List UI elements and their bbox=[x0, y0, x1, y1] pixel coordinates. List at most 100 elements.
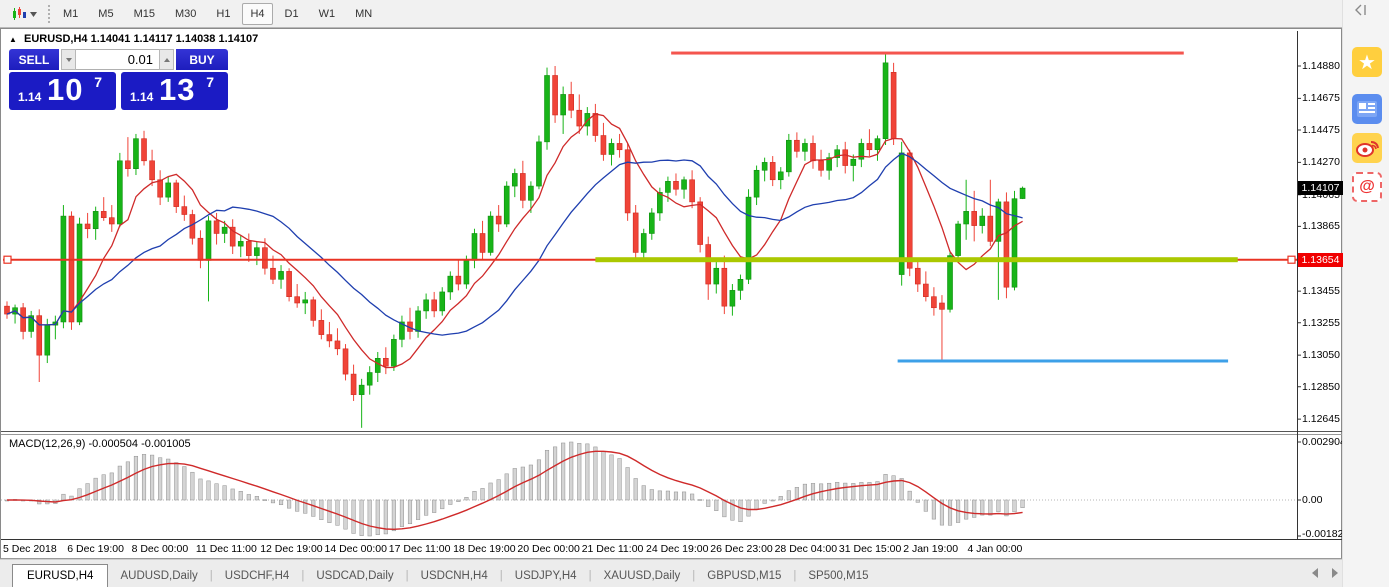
macd-name: MACD(12,26,9) bbox=[9, 438, 86, 450]
price-tick-label: 1.14880 bbox=[1302, 60, 1340, 72]
macd-tick-label: 0.002904 bbox=[1302, 436, 1346, 448]
candlestick-chart-icon bbox=[13, 7, 26, 20]
chart-tab-XAUUSD-Daily[interactable]: XAUUSD,Daily bbox=[603, 570, 681, 582]
timeframe-button-H1[interactable]: H1 bbox=[216, 8, 231, 20]
macd-tick-label: -0.001824 bbox=[1302, 528, 1350, 540]
current-price-badge: 1.14107 bbox=[1298, 181, 1343, 196]
chart-tab-USDJPY-H4[interactable]: USDJPY,H4 bbox=[514, 570, 577, 582]
lot-size-input[interactable] bbox=[76, 49, 159, 70]
chart-title: ▲ EURUSD,H4 1.14041 1.14117 1.14038 1.14… bbox=[9, 33, 258, 45]
price-tick-label: 1.12645 bbox=[1302, 413, 1340, 426]
tab-separator: | bbox=[793, 570, 797, 582]
time-tick-label: 11 Dec 11:00 bbox=[195, 543, 257, 555]
time-tick-label: 21 Dec 11:00 bbox=[581, 543, 644, 555]
weibo-icon[interactable] bbox=[1352, 133, 1382, 163]
macd-tick-label: 0.00 bbox=[1302, 494, 1323, 506]
line-handle[interactable] bbox=[1287, 255, 1296, 264]
sell-price-main: 10 bbox=[47, 72, 84, 107]
chart-canvas[interactable] bbox=[1, 29, 1343, 560]
time-tick-label: 4 Jan 00:00 bbox=[967, 543, 1023, 555]
lot-increase-button[interactable] bbox=[159, 49, 174, 70]
toolbar-grip-handle[interactable] bbox=[47, 4, 51, 24]
tab-scroll-controls bbox=[1312, 568, 1338, 578]
ma-fast-line bbox=[6, 113, 1023, 369]
sell-price-prefix: 1.14 bbox=[18, 90, 42, 104]
expand-triangle-icon[interactable]: ▲ bbox=[9, 35, 17, 44]
timeframe-button-M1[interactable]: M1 bbox=[63, 8, 79, 20]
tab-separator: | bbox=[405, 570, 409, 582]
buy-price-main: 13 bbox=[159, 72, 196, 107]
time-tick-label: 6 Dec 19:00 bbox=[67, 543, 124, 555]
news-feed-icon[interactable] bbox=[1352, 94, 1382, 124]
time-tick-label: 5 Dec 2018 bbox=[3, 543, 57, 555]
price-tick-label: 1.12850 bbox=[1302, 380, 1340, 393]
chart-tab-SP500-M15[interactable]: SP500,M15 bbox=[808, 570, 869, 582]
sell-button[interactable]: SELL bbox=[9, 49, 59, 70]
chart-tab-EURUSD-H4[interactable]: EURUSD,H4 bbox=[12, 564, 109, 587]
moving-averages bbox=[6, 113, 1023, 369]
time-tick-label: 14 Dec 00:00 bbox=[324, 543, 387, 555]
chart-tab-USDCAD-Daily[interactable]: USDCAD,Daily bbox=[316, 570, 394, 582]
price-tick-label: 1.13255 bbox=[1302, 316, 1340, 329]
collapse-sidebar-icon[interactable] bbox=[1351, 2, 1373, 18]
macd-signal-line bbox=[6, 450, 1023, 531]
chart-title-ohlc: 1.14041 1.14117 1.14038 1.14107 bbox=[90, 33, 259, 45]
ma-slow-line bbox=[6, 152, 1023, 336]
macd-value: -0.000504 bbox=[88, 438, 139, 450]
price-tick-label: 1.14270 bbox=[1302, 156, 1340, 169]
time-tick-label: 24 Dec 19:00 bbox=[646, 543, 709, 555]
chart-type-button[interactable] bbox=[4, 3, 44, 25]
buy-price-prefix: 1.14 bbox=[130, 90, 154, 104]
macd-signal-value: -0.001005 bbox=[141, 438, 191, 450]
price-tick-label: 1.14475 bbox=[1302, 123, 1340, 136]
time-tick-label: 28 Dec 04:00 bbox=[774, 543, 838, 555]
support-line[interactable] bbox=[897, 359, 1229, 363]
timeframe-toolbar: M1 M5 M15 M30 H1 H4 D1 W1 MN bbox=[0, 0, 1342, 28]
buy-price-box[interactable]: 1.14 13 7 bbox=[121, 72, 228, 110]
browser-sidebar: ★ @ bbox=[1342, 0, 1389, 587]
time-tick-label: 8 Dec 00:00 bbox=[131, 543, 189, 555]
mail-at-icon[interactable]: @ bbox=[1352, 172, 1382, 202]
timeframe-button-M30[interactable]: M30 bbox=[174, 8, 197, 20]
time-tick-label: 12 Dec 19:00 bbox=[260, 543, 323, 555]
price-tick-label: 1.13455 bbox=[1302, 285, 1340, 298]
resistance-line[interactable] bbox=[671, 51, 1184, 55]
time-tick-label: 26 Dec 23:00 bbox=[710, 543, 773, 555]
price-tick-label: 1.13050 bbox=[1302, 349, 1340, 362]
macd-indicator-label: MACD(12,26,9) -0.000504 -0.001005 bbox=[9, 438, 191, 450]
price-tick-label: 1.13865 bbox=[1302, 220, 1340, 233]
one-click-trading-panel: SELL BUY 1.14 10 7 1.14 13 7 bbox=[9, 49, 228, 110]
timeframe-button-W1[interactable]: W1 bbox=[318, 8, 336, 20]
buy-price-pip: 7 bbox=[206, 74, 214, 90]
sell-price-box[interactable]: 1.14 10 7 bbox=[9, 72, 116, 110]
chart-tabs: EURUSD,H4 AUDUSD,Daily | USDCHF,H4 | USDCAD,D… bbox=[12, 564, 881, 587]
tab-separator: | bbox=[692, 570, 696, 582]
time-tick-label: 17 Dec 11:00 bbox=[388, 543, 451, 555]
chart-tab-USDCHF-H4[interactable]: USDCHF,H4 bbox=[224, 570, 290, 582]
chart-tab-GBPUSD-M15[interactable]: GBPUSD,M15 bbox=[707, 570, 782, 582]
price-tick-label: 1.14675 bbox=[1302, 92, 1340, 105]
buy-button[interactable]: BUY bbox=[176, 49, 228, 70]
time-tick-label: 2 Jan 19:00 bbox=[903, 543, 959, 555]
lot-decrease-button[interactable] bbox=[61, 49, 76, 70]
timeframe-button-M5[interactable]: M5 bbox=[98, 8, 114, 20]
tab-scroll-left-button[interactable] bbox=[1312, 568, 1318, 578]
tab-scroll-right-button[interactable] bbox=[1332, 568, 1338, 578]
chart-tab-AUDUSD-Daily[interactable]: AUDUSD,Daily bbox=[120, 570, 198, 582]
time-tick-label: 31 Dec 15:00 bbox=[838, 543, 902, 555]
key-level-zone[interactable] bbox=[595, 257, 1238, 263]
line-handle[interactable] bbox=[3, 255, 12, 264]
sell-price-pip: 7 bbox=[94, 74, 102, 90]
tab-separator: | bbox=[301, 570, 305, 582]
chevron-down-icon bbox=[30, 11, 37, 17]
chart-window: ▲ EURUSD,H4 1.14041 1.14117 1.14038 1.14… bbox=[0, 28, 1349, 560]
timeframe-button-H4[interactable]: H4 bbox=[242, 3, 273, 25]
tab-separator: | bbox=[209, 570, 213, 582]
chart-tab-USDCNH-H4[interactable]: USDCNH,H4 bbox=[420, 570, 488, 582]
timeframe-button-MN[interactable]: MN bbox=[355, 8, 373, 20]
favorites-star-icon[interactable]: ★ bbox=[1352, 47, 1382, 77]
timeframe-button-D1[interactable]: D1 bbox=[284, 8, 299, 20]
time-tick-label: 20 Dec 00:00 bbox=[517, 543, 580, 555]
timeframe-button-M15[interactable]: M15 bbox=[133, 8, 155, 20]
